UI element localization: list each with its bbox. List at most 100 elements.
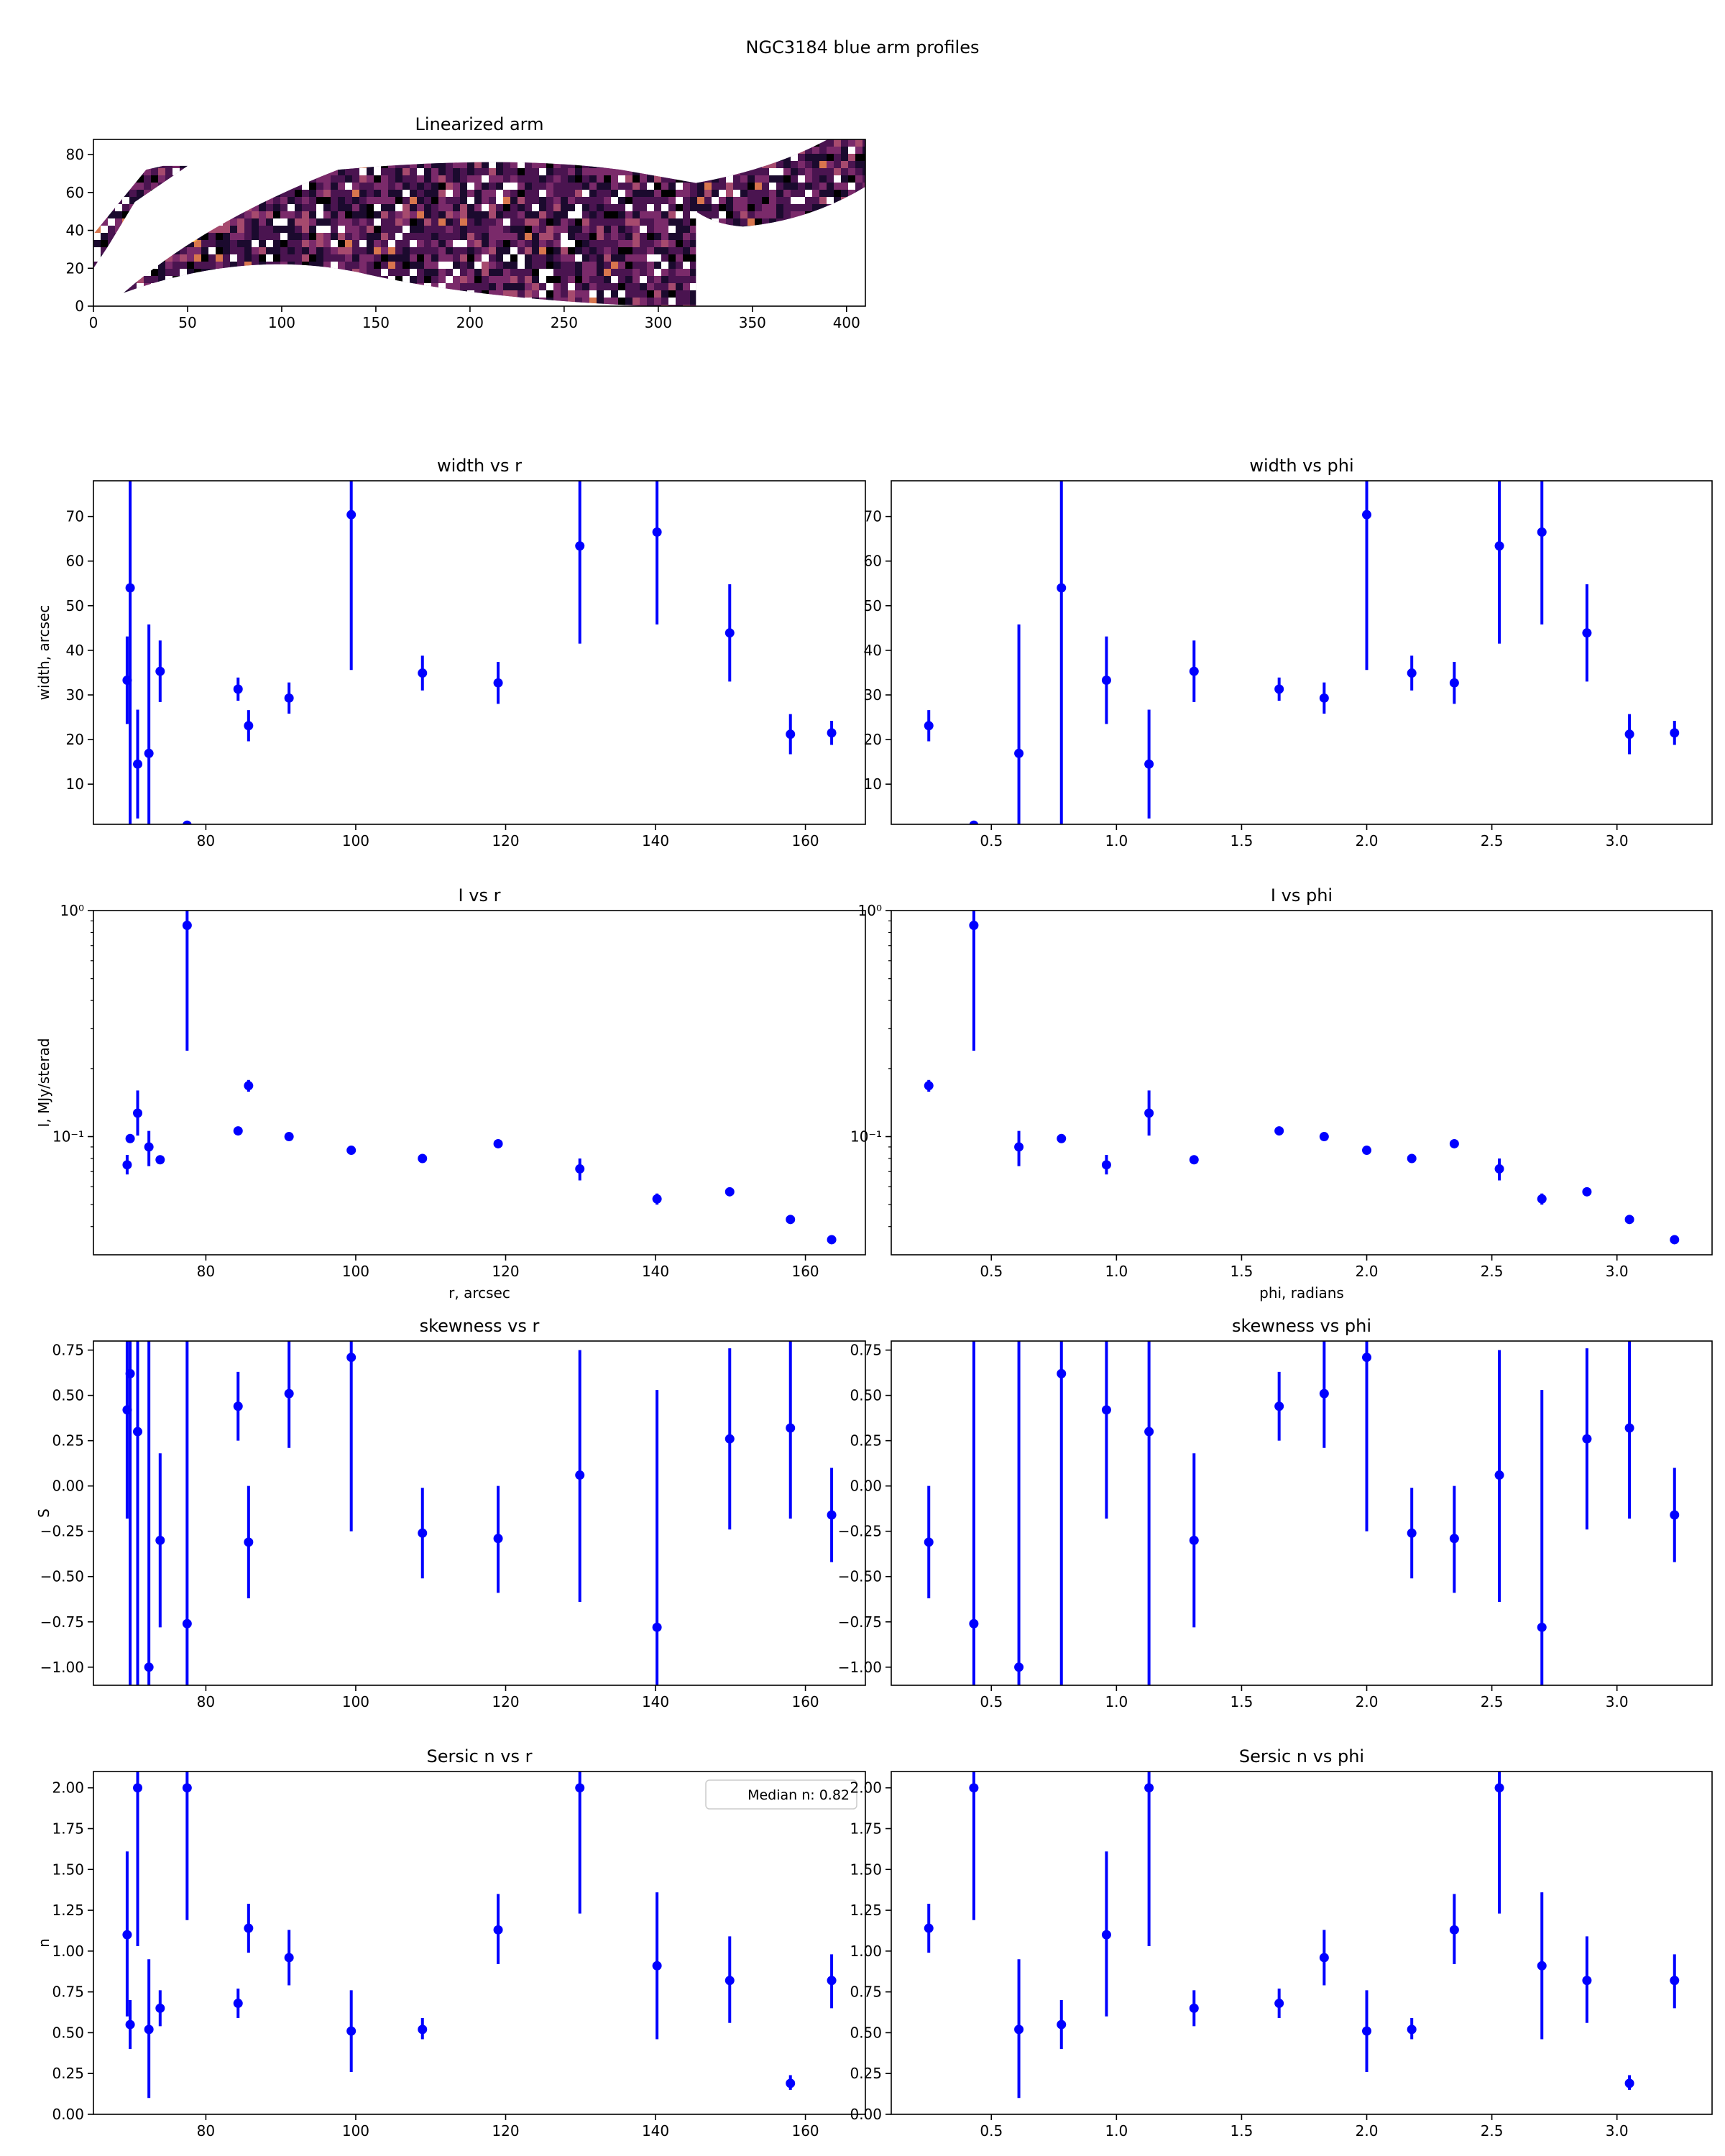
image-pixel bbox=[187, 190, 194, 197]
image-pixel bbox=[597, 290, 604, 298]
image-pixel bbox=[194, 240, 201, 247]
image-pixel bbox=[525, 183, 532, 190]
image-pixel bbox=[618, 290, 625, 298]
image-pixel bbox=[862, 276, 865, 283]
image-pixel bbox=[525, 240, 532, 247]
x-tick-label: 1.5 bbox=[1230, 1693, 1254, 1710]
image-pixel bbox=[244, 240, 252, 247]
image-pixel bbox=[165, 283, 172, 290]
image-pixel bbox=[288, 211, 295, 218]
image-pixel bbox=[482, 139, 489, 147]
image-pixel bbox=[848, 154, 855, 161]
image-pixel bbox=[438, 161, 446, 168]
image-pixel bbox=[589, 254, 597, 262]
image-pixel bbox=[129, 226, 137, 233]
image-pixel bbox=[395, 190, 402, 197]
image-pixel bbox=[410, 276, 417, 283]
image-pixel bbox=[712, 190, 719, 197]
image-pixel bbox=[474, 183, 482, 190]
image-pixel bbox=[604, 233, 611, 240]
image-pixel bbox=[661, 276, 668, 283]
image-pixel bbox=[647, 197, 654, 204]
image-pixel bbox=[791, 254, 798, 262]
image-pixel bbox=[575, 197, 582, 204]
image-pixel bbox=[446, 139, 453, 147]
image-pixel bbox=[129, 197, 137, 204]
image-pixel bbox=[712, 197, 719, 204]
image-pixel bbox=[101, 197, 108, 204]
image-pixel bbox=[446, 175, 453, 183]
axes-frame bbox=[891, 1771, 1713, 2115]
image-pixel bbox=[309, 233, 316, 240]
image-pixel bbox=[769, 161, 776, 168]
image-pixel bbox=[783, 139, 791, 147]
image-pixel bbox=[388, 139, 395, 147]
image-pixel bbox=[819, 218, 827, 226]
image-pixel bbox=[309, 190, 316, 197]
image-pixel bbox=[862, 262, 865, 269]
image-pixel bbox=[438, 218, 446, 226]
image-pixel bbox=[259, 240, 266, 247]
image-pixel bbox=[288, 283, 295, 290]
image-pixel bbox=[776, 269, 783, 276]
image-pixel bbox=[553, 204, 561, 211]
image-pixel bbox=[819, 168, 827, 175]
image-pixel bbox=[561, 262, 568, 269]
image-pixel bbox=[144, 218, 151, 226]
image-pixel bbox=[690, 233, 697, 240]
data-point bbox=[786, 1423, 796, 1433]
image-pixel bbox=[597, 168, 604, 175]
image-pixel bbox=[331, 204, 338, 211]
image-pixel bbox=[762, 233, 769, 240]
image-pixel bbox=[518, 298, 525, 305]
image-pixel bbox=[719, 226, 726, 233]
data-point bbox=[1582, 1434, 1592, 1444]
image-pixel bbox=[647, 218, 654, 226]
image-pixel bbox=[201, 154, 208, 161]
image-pixel bbox=[597, 276, 604, 283]
image-pixel bbox=[424, 204, 431, 211]
image-pixel bbox=[244, 211, 252, 218]
image-pixel bbox=[474, 290, 482, 298]
image-pixel bbox=[402, 161, 410, 168]
image-pixel bbox=[518, 183, 525, 190]
image-pixel bbox=[453, 247, 460, 254]
image-pixel bbox=[841, 283, 848, 290]
image-pixel bbox=[316, 290, 323, 298]
y-tick-label: 1.00 bbox=[850, 1943, 882, 1960]
image-pixel bbox=[625, 204, 632, 211]
image-pixel bbox=[769, 204, 776, 211]
image-pixel bbox=[93, 290, 101, 298]
image-pixel bbox=[704, 161, 712, 168]
image-pixel bbox=[769, 226, 776, 233]
image-pixel bbox=[338, 168, 345, 175]
image-pixel bbox=[841, 290, 848, 298]
image-pixel bbox=[431, 240, 438, 247]
image-pixel bbox=[496, 240, 503, 247]
image-pixel bbox=[862, 175, 865, 183]
image-pixel bbox=[661, 211, 668, 218]
image-pixel bbox=[410, 233, 417, 240]
image-pixel bbox=[402, 147, 410, 154]
image-pixel bbox=[316, 183, 323, 190]
image-pixel bbox=[158, 197, 165, 204]
image-pixel bbox=[417, 254, 424, 262]
image-pixel bbox=[690, 276, 697, 283]
image-pixel bbox=[683, 139, 690, 147]
image-pixel bbox=[302, 161, 309, 168]
y-tick-label: 0.00 bbox=[850, 2106, 882, 2123]
image-pixel bbox=[417, 283, 424, 290]
image-pixel bbox=[352, 183, 359, 190]
image-pixel bbox=[165, 254, 172, 262]
image-pixel bbox=[827, 147, 834, 154]
data-point bbox=[284, 1132, 294, 1142]
image-pixel bbox=[309, 298, 316, 305]
image-pixel bbox=[740, 168, 748, 175]
image-pixel bbox=[395, 226, 402, 233]
image-pixel bbox=[453, 262, 460, 269]
image-panel-title: Linearized arm bbox=[415, 114, 543, 134]
image-pixel bbox=[237, 254, 244, 262]
image-pixel bbox=[539, 276, 546, 283]
image-pixel bbox=[791, 204, 798, 211]
image-pixel bbox=[187, 276, 194, 283]
